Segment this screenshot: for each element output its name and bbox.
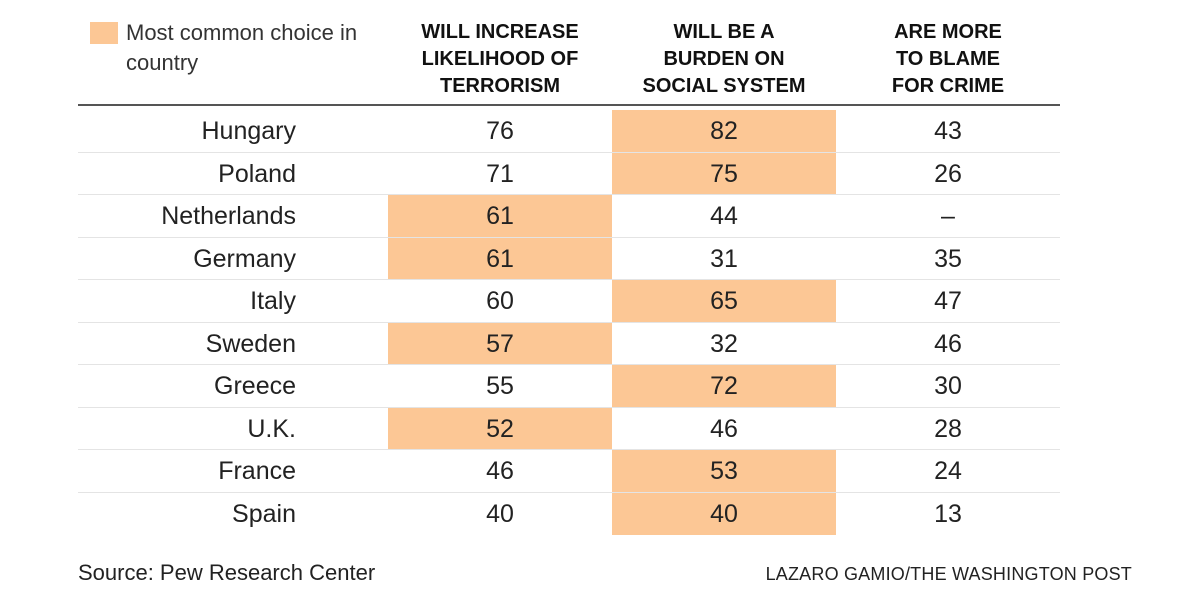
column-header-line: FOR CRIME xyxy=(891,75,1005,97)
value-cell: 47 xyxy=(934,287,962,315)
credit-line: LAZARO GAMIO/THE WASHINGTON POST xyxy=(765,564,1132,584)
row-separator xyxy=(78,279,1060,280)
column-header-line: TERRORISM xyxy=(439,75,560,97)
value-cell: 53 xyxy=(710,457,738,485)
value-cell: 61 xyxy=(486,245,514,273)
row-separator xyxy=(78,322,1060,323)
most-common-highlight xyxy=(612,153,836,195)
value-cell: 52 xyxy=(486,415,514,443)
column-header-line: WILL BE A xyxy=(673,21,775,43)
value-cell: 65 xyxy=(710,287,738,315)
value-cell: 76 xyxy=(486,117,514,145)
row-separator xyxy=(78,407,1060,408)
country-label: Italy xyxy=(250,287,296,315)
value-cell: 35 xyxy=(934,245,962,273)
value-cell: 55 xyxy=(486,372,514,400)
most-common-highlight xyxy=(388,238,612,280)
table-row: Hungary 76 82 43 xyxy=(78,110,1060,152)
country-label: Netherlands xyxy=(161,202,296,230)
most-common-highlight xyxy=(612,365,836,407)
table-row: U.K. 52 46 28 xyxy=(78,408,1060,450)
value-cell: 71 xyxy=(486,160,514,188)
country-label: Germany xyxy=(193,245,296,273)
legend-label: Most common choice in country xyxy=(126,20,358,75)
row-separator xyxy=(78,152,1060,153)
country-label: Greece xyxy=(214,372,296,400)
column-header-line: ARE MORE xyxy=(894,21,1002,43)
value-cell: 82 xyxy=(710,117,738,145)
row-separator xyxy=(78,237,1060,238)
country-label: U.K. xyxy=(247,415,296,443)
column-header-line: LIKELIHOOD OF xyxy=(421,48,579,70)
value-cell: 26 xyxy=(934,160,962,188)
column-header-crime: ARE MORE TO BLAME FOR CRIME xyxy=(836,16,1060,100)
value-cell: 31 xyxy=(710,245,738,273)
value-cell: 30 xyxy=(934,372,962,400)
column-header-terrorism: WILL INCREASE LIKELIHOOD OF TERRORISM xyxy=(388,16,612,100)
table-row: France 46 53 24 xyxy=(78,450,1060,492)
most-common-highlight xyxy=(612,450,836,492)
value-cell: 46 xyxy=(934,330,962,358)
row-separator xyxy=(78,194,1060,195)
legend-swatch xyxy=(90,22,118,44)
value-cell: 75 xyxy=(710,160,738,188)
table-row: Netherlands 61 44 – xyxy=(78,195,1060,237)
value-cell: 61 xyxy=(486,202,514,230)
value-cell: 40 xyxy=(710,500,738,528)
value-cell: 72 xyxy=(710,372,738,400)
most-common-highlight xyxy=(388,323,612,365)
table-row: Sweden 57 32 46 xyxy=(78,323,1060,365)
row-separator xyxy=(78,492,1060,493)
table-row: Greece 55 72 30 xyxy=(78,365,1060,407)
value-cell: 13 xyxy=(934,500,962,528)
value-cell: 44 xyxy=(710,202,738,230)
row-separator xyxy=(78,449,1060,450)
column-header-line: WILL INCREASE xyxy=(421,21,579,43)
value-cell: – xyxy=(941,202,955,230)
value-cell: 43 xyxy=(934,117,962,145)
table-row: Italy 60 65 47 xyxy=(78,280,1060,322)
column-header-social-system: WILL BE A BURDEN ON SOCIAL SYSTEM xyxy=(612,16,836,100)
table-row: Spain 40 40 13 xyxy=(78,493,1060,535)
table-row: Germany 61 31 35 xyxy=(78,238,1060,280)
column-header-line: TO BLAME xyxy=(895,48,1001,70)
country-label: Sweden xyxy=(205,330,296,358)
country-label: France xyxy=(218,457,296,485)
value-cell: 57 xyxy=(486,330,514,358)
country-label: Spain xyxy=(232,500,296,528)
most-common-highlight xyxy=(612,110,836,152)
row-separator xyxy=(78,364,1060,365)
most-common-highlight xyxy=(388,195,612,237)
column-header-line: SOCIAL SYSTEM xyxy=(642,75,806,97)
country-label: Hungary xyxy=(201,117,297,145)
value-cell: 28 xyxy=(934,415,962,443)
most-common-highlight xyxy=(612,280,836,322)
value-cell: 24 xyxy=(934,457,962,485)
header-rule xyxy=(78,104,1060,106)
value-cell: 40 xyxy=(486,500,514,528)
country-label: Poland xyxy=(218,160,296,188)
source-note: Source: Pew Research Center xyxy=(78,560,376,585)
value-cell: 46 xyxy=(486,457,514,485)
most-common-highlight xyxy=(388,408,612,450)
legend: Most common choice in country xyxy=(90,18,380,78)
value-cell: 60 xyxy=(486,287,514,315)
value-cell: 46 xyxy=(710,415,738,443)
table-row: Poland 71 75 26 xyxy=(78,153,1060,195)
value-cell: 32 xyxy=(710,330,738,358)
most-common-highlight xyxy=(612,493,836,535)
column-header-line: BURDEN ON xyxy=(663,48,785,70)
